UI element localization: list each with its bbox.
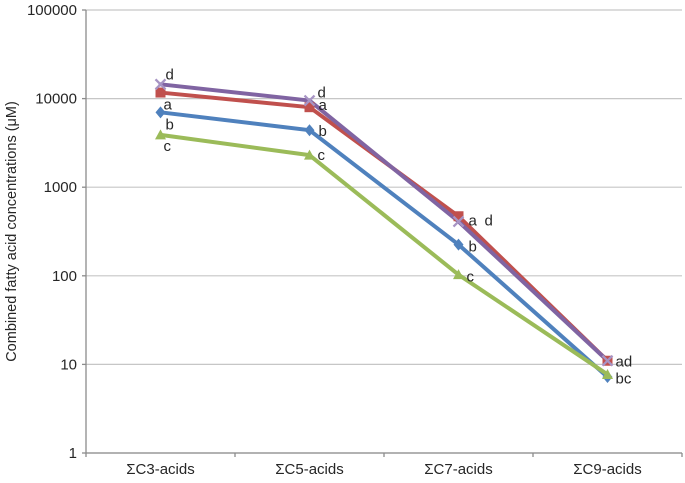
series-d-marker [601,354,614,367]
point-label-ad: ad [616,354,633,371]
point-label-a: a [469,212,478,229]
point-label-c: c [318,147,326,164]
series-c-marker [155,129,166,140]
series-d-line [158,82,610,363]
series-d-marker [154,78,167,91]
point-label-d: d [485,213,493,230]
y-tick-label: 10 [60,356,77,373]
series-c-marker [304,149,315,160]
y-axis-title: Combined fatty acid concentrations (μM) [4,101,20,362]
series-b-line [158,110,610,380]
series-a-marker [453,211,464,222]
x-category-label: ΣC7-acids [424,461,492,478]
point-label-d: d [318,85,326,102]
point-label-c: c [467,269,475,286]
point-label-b: b [166,116,174,133]
y-tick-label: 1000 [44,179,77,196]
x-category-label: ΣC9-acids [573,461,641,478]
y-tick-label: 100 [52,268,77,285]
point-label-d: d [166,66,174,83]
series-a-marker [155,87,166,98]
y-tick-label: 1 [69,445,77,462]
series-b-marker [155,106,166,119]
point-label-b: b [319,123,327,140]
point-label-a: a [319,97,328,114]
series-a-line [158,90,610,363]
series-c-marker [453,269,464,280]
series-b-marker [304,124,315,137]
x-category-label: ΣC5-acids [275,461,343,478]
point-label-c: c [164,138,172,155]
series-a-marker [304,102,315,113]
x-category-label: ΣC3-acids [126,461,194,478]
point-label-bc: bc [616,370,632,387]
series-b-marker [453,238,464,251]
series-d-marker [452,215,465,228]
y-tick-label: 100000 [27,2,77,19]
point-label-b: b [469,239,477,256]
point-label-a: a [164,97,173,114]
y-tick-label: 10000 [35,91,77,108]
series-c-marker [602,368,613,379]
series-c-line [158,132,610,377]
series-d-marker [303,94,316,107]
